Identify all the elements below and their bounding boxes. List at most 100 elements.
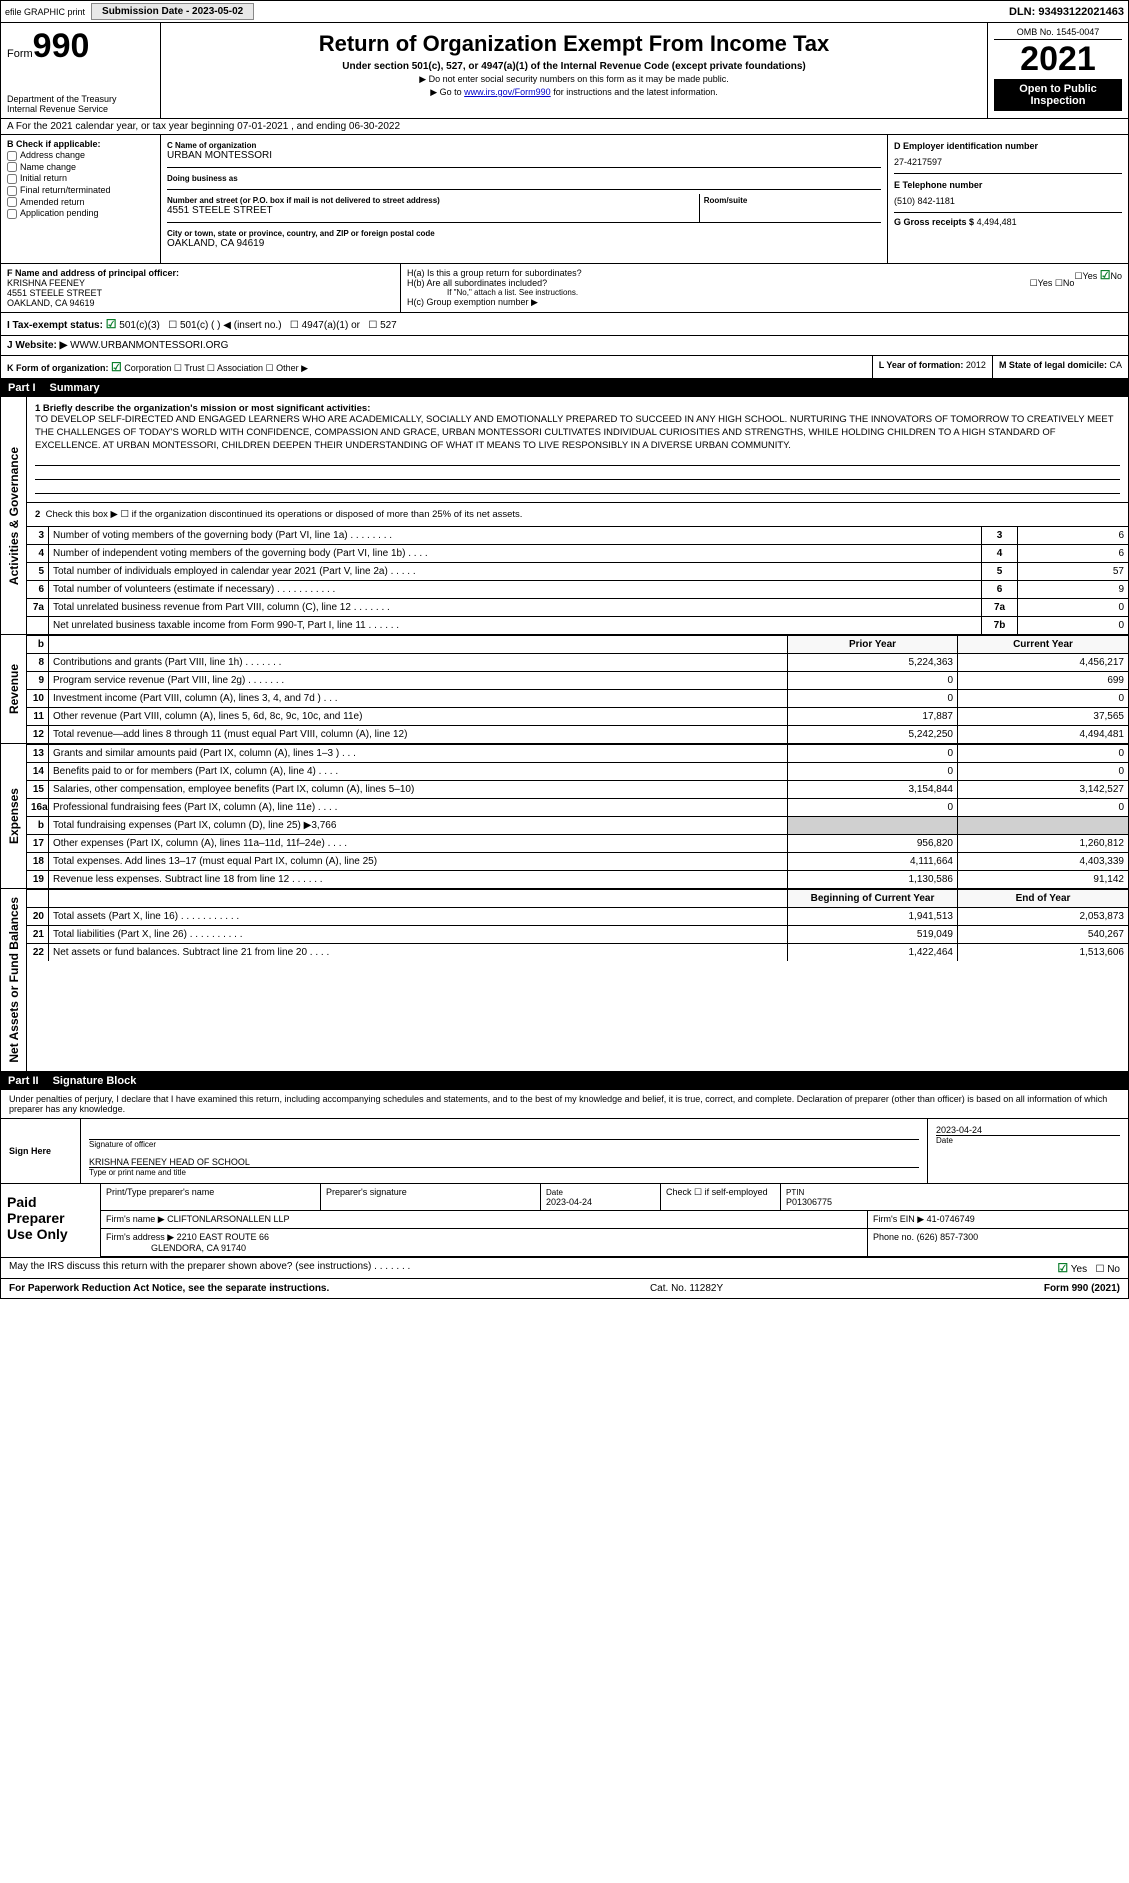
open-inspection: Open to Public Inspection — [994, 79, 1122, 111]
table-row: 17Other expenses (Part IX, column (A), l… — [27, 834, 1128, 852]
section-j: J Website: ▶ WWW.URBANMONTESSORI.ORG — [0, 336, 1129, 356]
footer-left: For Paperwork Reduction Act Notice, see … — [9, 1283, 329, 1294]
table-row: 10Investment income (Part VIII, column (… — [27, 689, 1128, 707]
table-row: 13Grants and similar amounts paid (Part … — [27, 744, 1128, 762]
tax-year: 2021 — [994, 40, 1122, 79]
sectB-header: B Check if applicable: — [7, 139, 154, 149]
side-expenses: Expenses — [1, 744, 27, 888]
ein-field: D Employer identification number 27-4217… — [894, 139, 1122, 174]
omb-number: OMB No. 1545-0047 — [994, 27, 1122, 40]
sig-officer-row: Sign Here Signature of officer KRISHNA F… — [1, 1118, 1128, 1183]
table-row: 19Revenue less expenses. Subtract line 1… — [27, 870, 1128, 888]
table-row: 12Total revenue—add lines 8 through 11 (… — [27, 725, 1128, 743]
header-title-box: Return of Organization Exempt From Incom… — [161, 23, 988, 118]
phone-field: E Telephone number (510) 842-1181 — [894, 178, 1122, 213]
signature-block: Under penalties of perjury, I declare th… — [0, 1090, 1129, 1184]
city-field: City or town, state or province, country… — [167, 227, 881, 255]
h-b-note: If "No," attach a list. See instructions… — [447, 288, 1122, 297]
form-subtitle: Under section 501(c), 527, or 4947(a)(1)… — [167, 61, 981, 72]
sig-declaration: Under penalties of perjury, I declare th… — [1, 1090, 1128, 1118]
paid-preparer-block: Paid Preparer Use Only Print/Type prepar… — [0, 1184, 1129, 1258]
dept-treasury: Department of the Treasury — [7, 94, 154, 104]
form-title: Return of Organization Exempt From Incom… — [167, 31, 981, 57]
table-row: 5Total number of individuals employed in… — [27, 562, 1128, 580]
gross-receipts: G Gross receipts $ 4,494,481 — [894, 217, 1122, 227]
section-b: B Check if applicable: Address change Na… — [1, 135, 161, 263]
part2-header: Part II Signature Block — [0, 1072, 1129, 1090]
chk-name-change[interactable]: Name change — [7, 162, 154, 173]
table-row: 4Number of independent voting members of… — [27, 544, 1128, 562]
h-a: H(a) Is this a group return for subordin… — [407, 268, 1122, 278]
table-row: 20Total assets (Part X, line 16) . . . .… — [27, 907, 1128, 925]
topbar: efile GRAPHIC print Submission Date - 20… — [0, 0, 1129, 23]
sig-officer: Signature of officer KRISHNA FEENEY HEAD… — [81, 1119, 928, 1183]
na-col-headers: Beginning of Current Year End of Year — [27, 889, 1128, 907]
section-c: C Name of organization URBAN MONTESSORI … — [161, 135, 888, 263]
h-b: H(b) Are all subordinates included? ☐Yes… — [407, 278, 1122, 288]
h-c: H(c) Group exemption number ▶ — [407, 297, 1122, 308]
sig-date: 2023-04-24 Date — [928, 1119, 1128, 1183]
table-row: 15Salaries, other compensation, employee… — [27, 780, 1128, 798]
note-ssn: ▶ Do not enter social security numbers o… — [167, 74, 981, 85]
section-k-l-m: K Form of organization: ☑ Corporation ☐ … — [0, 356, 1129, 379]
page-footer: For Paperwork Reduction Act Notice, see … — [0, 1279, 1129, 1299]
expenses-block: Expenses 13Grants and similar amounts pa… — [0, 744, 1129, 889]
section-l: L Year of formation: 2012 — [873, 356, 993, 378]
part1-header: Part I Summary — [0, 379, 1129, 397]
table-row: 16aProfessional fundraising fees (Part I… — [27, 798, 1128, 816]
table-row: 14Benefits paid to or for members (Part … — [27, 762, 1128, 780]
section-h: H(a) Is this a group return for subordin… — [401, 264, 1128, 312]
org-name-field: C Name of organization URBAN MONTESSORI — [167, 139, 881, 168]
section-f: F Name and address of principal officer:… — [1, 264, 401, 312]
irs-label: Internal Revenue Service — [7, 104, 154, 114]
chk-amended-return[interactable]: Amended return — [7, 197, 154, 208]
sign-here-label: Sign Here — [1, 1119, 81, 1183]
header-right-box: OMB No. 1545-0047 2021 Open to Public In… — [988, 23, 1128, 118]
side-netassets: Net Assets or Fund Balances — [1, 889, 27, 1071]
netassets-block: Net Assets or Fund Balances Beginning of… — [0, 889, 1129, 1072]
mission-block: 1 Briefly describe the organization's mi… — [27, 397, 1128, 502]
section-b-c-d: B Check if applicable: Address change Na… — [0, 135, 1129, 264]
section-i: I Tax-exempt status: ☑ 501(c)(3) ☐ 501(c… — [0, 313, 1129, 336]
table-row: Net unrelated business taxable income fr… — [27, 616, 1128, 634]
chk-application-pending[interactable]: Application pending — [7, 208, 154, 219]
footer-mid: Cat. No. 11282Y — [650, 1283, 723, 1294]
line-2: 2 Check this box ▶ ☐ if the organization… — [27, 502, 1128, 526]
table-row: 22Net assets or fund balances. Subtract … — [27, 943, 1128, 961]
section-k: K Form of organization: ☑ Corporation ☐ … — [1, 356, 873, 378]
chk-initial-return[interactable]: Initial return — [7, 173, 154, 184]
table-row: 3Number of voting members of the governi… — [27, 526, 1128, 544]
chk-address-change[interactable]: Address change — [7, 150, 154, 161]
paid-label: Paid Preparer Use Only — [1, 1184, 101, 1257]
table-row: 9Program service revenue (Part VIII, lin… — [27, 671, 1128, 689]
side-governance: Activities & Governance — [1, 397, 27, 634]
paid-addr-row: Firm's address ▶ 2210 EAST ROUTE 66 GLEN… — [101, 1229, 1128, 1257]
dba-field: Doing business as — [167, 172, 881, 190]
governance-block: Activities & Governance 1 Briefly descri… — [0, 397, 1129, 635]
table-row: 18Total expenses. Add lines 13–17 (must … — [27, 852, 1128, 870]
table-row: bTotal fundraising expenses (Part IX, co… — [27, 816, 1128, 834]
irs-link[interactable]: www.irs.gov/Form990 — [464, 87, 551, 97]
section-f-h: F Name and address of principal officer:… — [0, 264, 1129, 313]
table-row: 21Total liabilities (Part X, line 26) . … — [27, 925, 1128, 943]
side-revenue: Revenue — [1, 635, 27, 743]
chk-final-return[interactable]: Final return/terminated — [7, 185, 154, 196]
note-goto: ▶ Go to www.irs.gov/Form990 for instruct… — [167, 87, 981, 98]
table-row: 11Other revenue (Part VIII, column (A), … — [27, 707, 1128, 725]
submission-date-button[interactable]: Submission Date - 2023-05-02 — [91, 3, 254, 20]
room-field: Room/suite — [699, 194, 881, 223]
address-field: Number and street (or P.O. box if mail i… — [167, 194, 699, 223]
footer-right: Form 990 (2021) — [1044, 1283, 1120, 1294]
dln: DLN: 93493122021463 — [1009, 6, 1124, 18]
paid-firm-row: Firm's name ▶ CLIFTONLARSONALLEN LLP Fir… — [101, 1211, 1128, 1229]
section-m: M State of legal domicile: CA — [993, 356, 1128, 378]
tax-year-line: A For the 2021 calendar year, or tax yea… — [0, 119, 1129, 135]
form-id-box: Form990 Department of the Treasury Inter… — [1, 23, 161, 118]
form-word: Form — [7, 48, 33, 60]
table-row: 8Contributions and grants (Part VIII, li… — [27, 653, 1128, 671]
form-header: Form990 Department of the Treasury Inter… — [0, 23, 1129, 119]
section-d-e-g: D Employer identification number 27-4217… — [888, 135, 1128, 263]
efile-label: efile GRAPHIC print — [5, 7, 85, 17]
paid-row1: Print/Type preparer's name Preparer's si… — [101, 1184, 1128, 1211]
discuss-row: May the IRS discuss this return with the… — [0, 1258, 1129, 1279]
